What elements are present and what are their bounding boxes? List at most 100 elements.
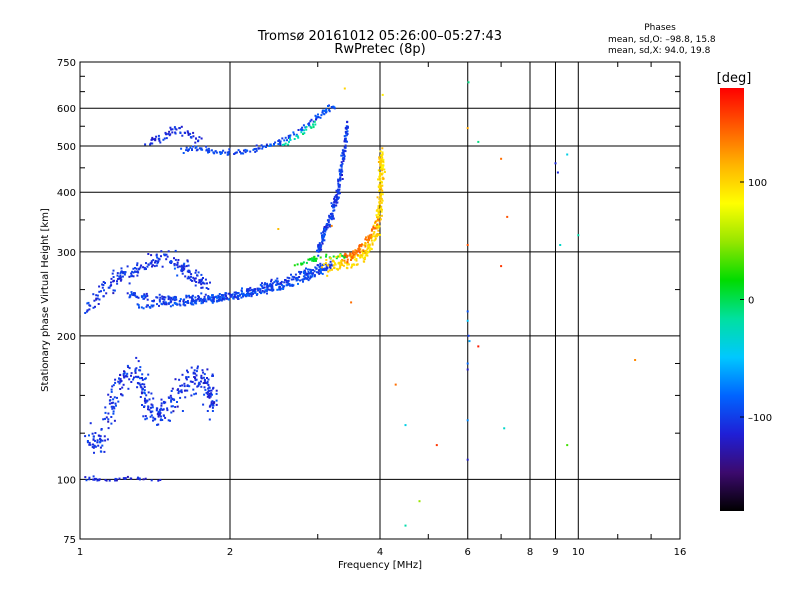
data-point xyxy=(200,302,203,305)
data-point xyxy=(371,242,374,245)
data-point xyxy=(375,227,378,230)
data-point xyxy=(185,146,188,149)
data-point xyxy=(380,159,383,162)
data-point xyxy=(119,272,122,275)
data-point xyxy=(155,264,158,267)
data-point xyxy=(181,134,184,137)
data-point xyxy=(143,405,146,408)
data-point xyxy=(150,261,153,264)
data-point xyxy=(379,150,382,153)
data-point xyxy=(244,295,247,298)
data-point xyxy=(155,135,158,138)
data-point xyxy=(377,207,380,210)
data-point xyxy=(207,288,210,290)
data-point xyxy=(372,224,375,227)
data-point xyxy=(193,376,196,378)
data-point xyxy=(128,378,131,381)
data-point xyxy=(310,269,313,272)
data-point xyxy=(320,114,323,117)
data-point xyxy=(269,143,272,146)
data-point xyxy=(185,265,188,268)
data-point xyxy=(135,295,138,298)
data-point xyxy=(112,384,115,387)
data-point xyxy=(185,377,188,380)
data-point xyxy=(343,259,346,262)
data-point xyxy=(323,109,326,112)
data-point xyxy=(325,259,328,261)
data-point xyxy=(207,389,210,392)
data-point xyxy=(195,370,198,373)
data-point xyxy=(136,303,139,306)
data-point xyxy=(379,196,382,199)
data-point xyxy=(146,294,149,297)
data-point xyxy=(207,147,210,150)
data-point xyxy=(119,274,122,277)
data-point xyxy=(244,148,247,151)
data-point xyxy=(198,299,201,302)
data-point xyxy=(120,267,123,270)
data-point xyxy=(207,149,210,152)
data-point xyxy=(194,141,197,144)
data-point xyxy=(309,276,312,279)
data-point xyxy=(202,403,205,406)
data-point xyxy=(114,378,117,381)
data-point xyxy=(299,272,302,275)
colorbar-ticks: 100 0 –100 xyxy=(740,178,772,424)
data-point xyxy=(155,409,158,412)
data-point xyxy=(144,296,147,299)
data-point xyxy=(154,259,157,262)
data-point xyxy=(122,271,125,274)
data-point xyxy=(171,387,174,390)
data-point xyxy=(151,404,154,407)
data-point xyxy=(341,254,344,257)
data-point xyxy=(346,258,349,261)
data-point xyxy=(158,298,161,301)
data-point xyxy=(206,382,209,385)
data-point xyxy=(150,414,153,417)
data-point xyxy=(148,398,151,401)
data-point xyxy=(404,524,407,527)
data-point xyxy=(110,390,113,393)
data-point xyxy=(303,270,306,273)
data-point xyxy=(187,148,190,151)
data-point xyxy=(224,297,227,300)
data-point xyxy=(167,295,170,298)
data-point xyxy=(190,303,193,306)
data-point xyxy=(100,290,102,293)
data-point xyxy=(178,303,181,306)
data-point xyxy=(306,273,309,276)
data-point xyxy=(466,419,469,422)
data-point xyxy=(152,138,155,141)
data-point xyxy=(208,296,211,299)
data-point xyxy=(338,170,341,173)
data-point xyxy=(381,193,384,196)
data-point xyxy=(101,444,104,447)
data-point xyxy=(313,274,316,277)
data-point xyxy=(266,284,269,287)
data-point xyxy=(210,401,213,404)
data-point xyxy=(222,296,225,299)
data-point xyxy=(211,375,214,377)
data-point xyxy=(158,412,161,414)
data-point xyxy=(223,298,226,301)
data-point xyxy=(158,139,161,142)
data-point xyxy=(343,261,346,264)
data-point xyxy=(336,201,339,204)
data-point xyxy=(566,153,569,156)
data-point xyxy=(116,282,119,285)
data-point xyxy=(205,391,208,394)
data-point xyxy=(200,283,203,286)
data-point xyxy=(331,216,334,219)
data-point xyxy=(232,296,235,299)
data-point xyxy=(144,477,147,480)
data-point xyxy=(201,286,204,289)
data-point xyxy=(349,252,352,255)
data-point xyxy=(182,303,185,306)
data-point xyxy=(266,286,269,289)
data-point xyxy=(175,298,178,301)
data-point xyxy=(346,133,349,135)
data-point xyxy=(195,149,198,152)
data-point xyxy=(93,477,96,480)
data-point xyxy=(185,378,188,381)
data-point xyxy=(224,151,227,154)
